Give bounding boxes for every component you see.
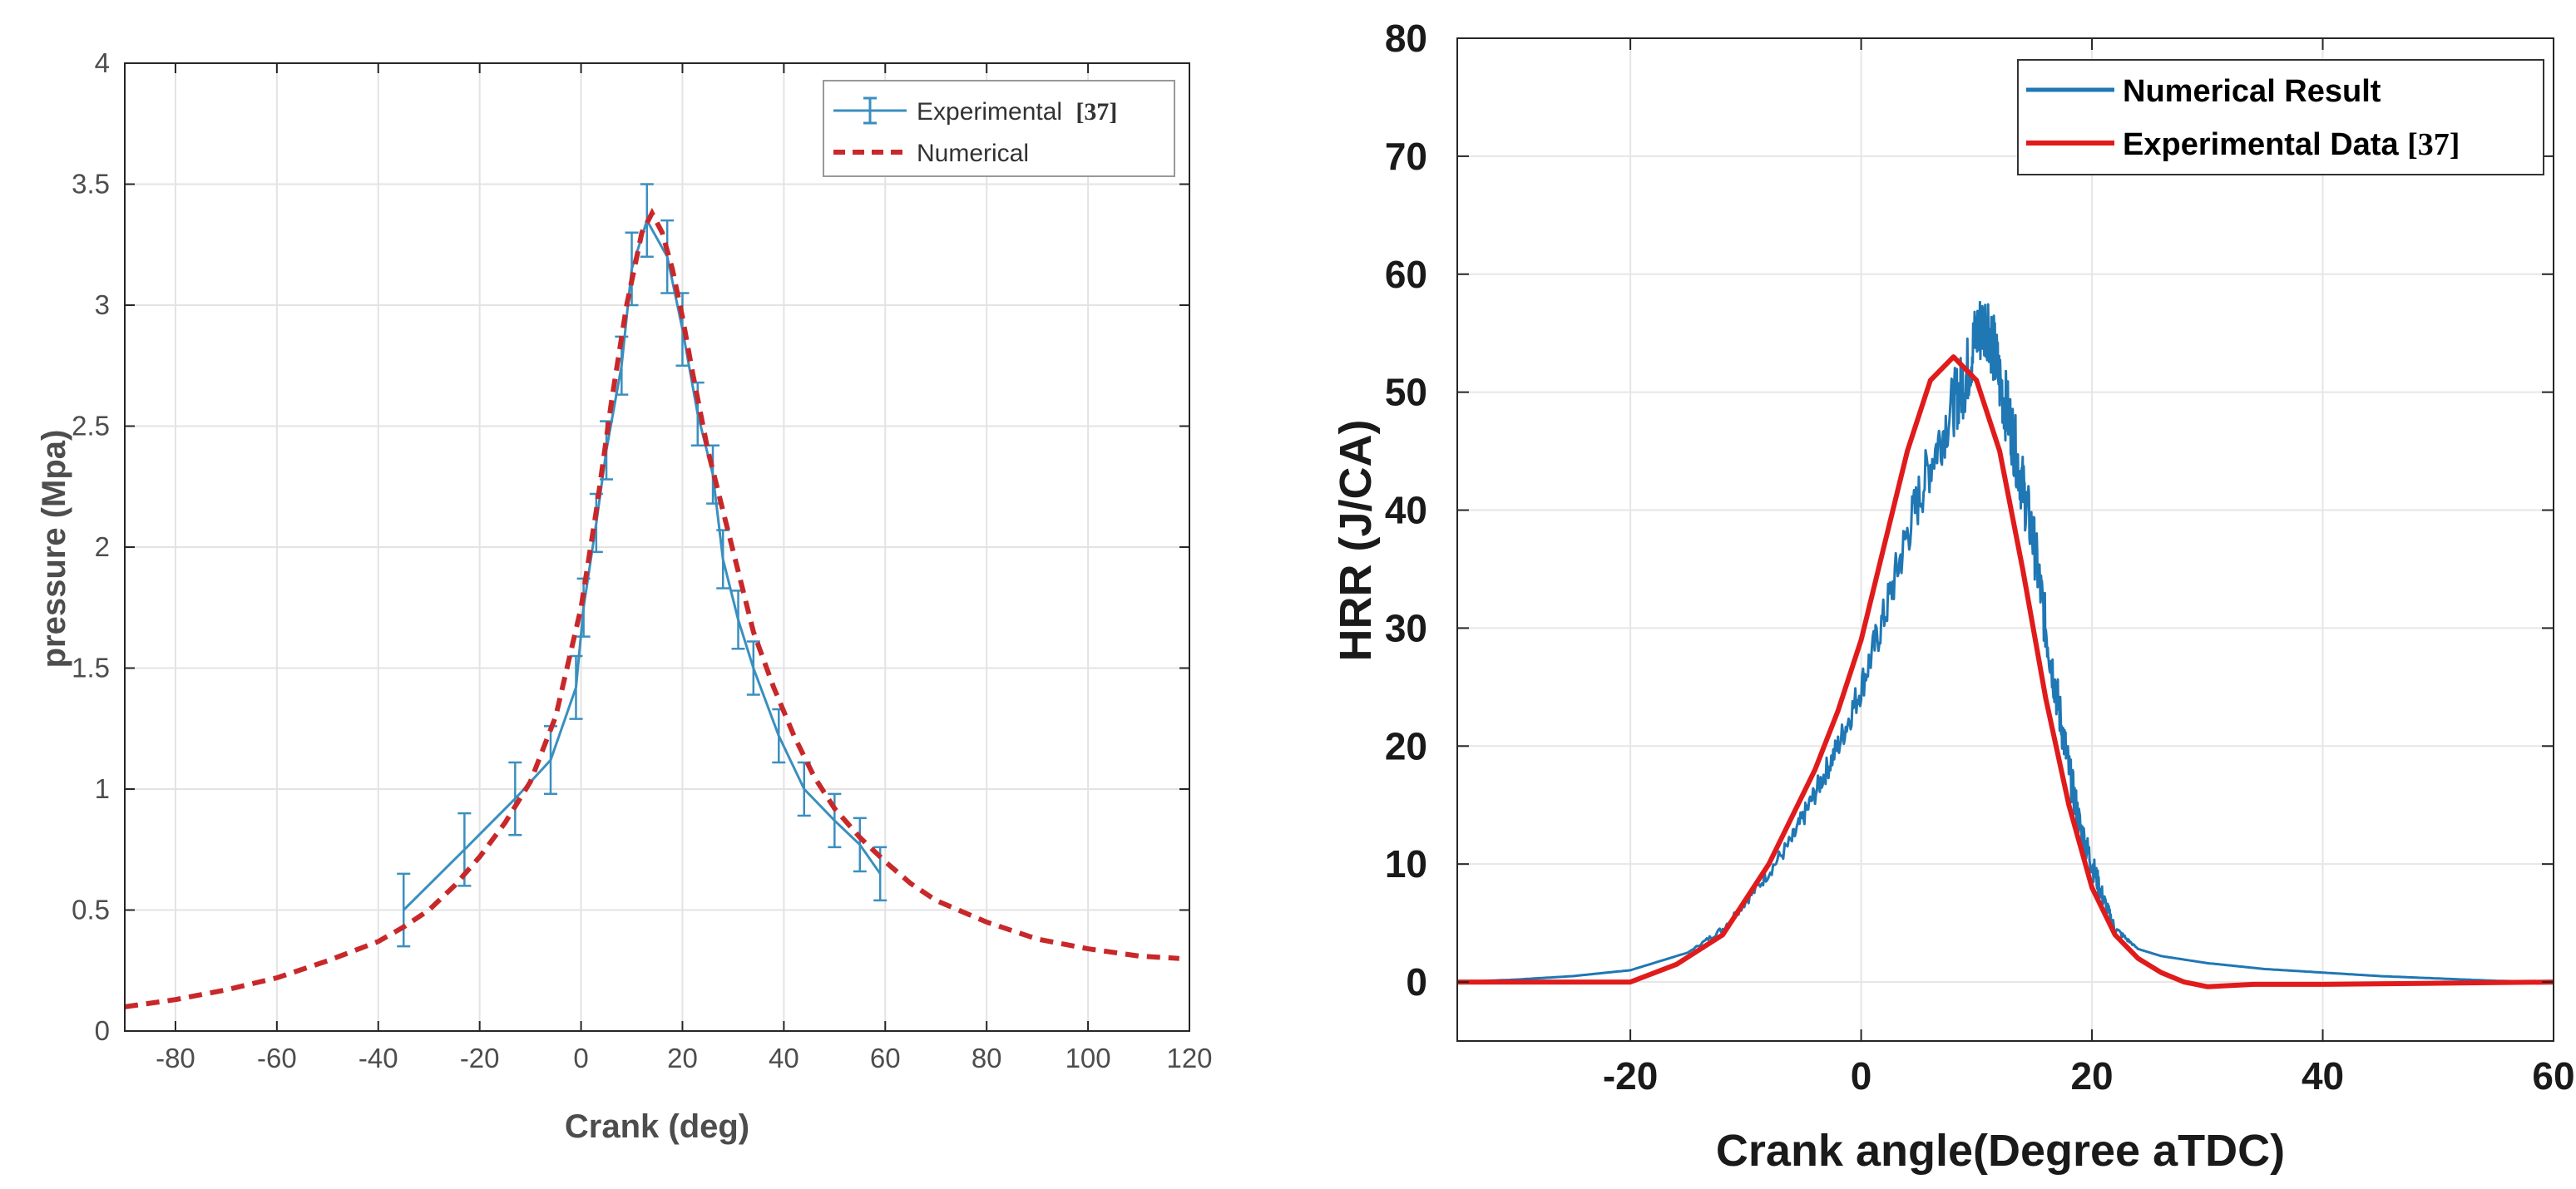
x-tick-label: 0 <box>1851 1054 1872 1098</box>
x-tick-label: -80 <box>156 1043 195 1073</box>
right-grid <box>1457 37 2554 1041</box>
x-tick-label: 20 <box>667 1043 698 1073</box>
y-tick-label: 40 <box>1385 489 1427 532</box>
right-legend: Numerical Result Experimental Data [37] <box>2017 59 2544 175</box>
right-x-axis-label: Crank angle(Degree aTDC) <box>1716 1126 2285 1176</box>
y-tick-label: 2.5 <box>72 411 110 442</box>
left-legend-box <box>823 80 1175 177</box>
y-tick-label: 2 <box>95 531 110 562</box>
series-numerical-result <box>1456 300 2554 984</box>
x-tick-label: 120 <box>1166 1043 1212 1073</box>
y-tick-label: 1.5 <box>72 653 110 683</box>
pressure-chart: -80 -60 -40 -20 0 20 40 60 80 100 120 0 0.5 1 1.5 2 2.5 3… <box>36 47 1213 1145</box>
right-legend-experimental-ref: [37] <box>2407 127 2460 162</box>
x-tick-label: -20 <box>1603 1054 1658 1098</box>
series-line <box>1456 300 2554 984</box>
x-tick-label: 40 <box>769 1043 799 1073</box>
y-tick-label: 3 <box>95 289 110 320</box>
x-tick-label: 20 <box>2070 1054 2113 1098</box>
right-plot-frame <box>1456 37 2554 1042</box>
y-tick-label: 70 <box>1385 135 1427 178</box>
y-tick-label: 10 <box>1385 842 1427 886</box>
right-ticks <box>1457 37 2554 1041</box>
y-tick-label: 0 <box>1406 960 1427 1004</box>
left-legend-experimental-label: Experimental [37] <box>917 98 1117 126</box>
left-ticks <box>125 62 1190 1032</box>
left-legend: Experimental [37] Numerical <box>823 80 1175 177</box>
left-series <box>124 183 1179 1009</box>
y-tick-label: 60 <box>1385 253 1427 296</box>
y-tick-label: 1 <box>95 773 110 804</box>
y-tick-label: 0.5 <box>72 895 110 925</box>
x-tick-label: -40 <box>358 1043 398 1073</box>
left-x-axis-label: Crank (deg) <box>565 1108 749 1145</box>
right-legend-box <box>2017 59 2544 175</box>
series-line <box>124 207 1179 1009</box>
y-tick-label: 0 <box>95 1015 110 1046</box>
y-tick-label: 20 <box>1385 724 1427 767</box>
x-tick-label: 60 <box>2532 1054 2574 1098</box>
hrr-chart: -20 0 20 40 60 0 10 20 30 40 50 60 70 80 Crank angle(… <box>1331 17 2575 1176</box>
right-legend-numerical-label: Numerical Result <box>2123 74 2381 109</box>
series-line <box>1457 354 2554 989</box>
x-tick-label: -20 <box>460 1043 500 1073</box>
y-tick-label: 30 <box>1385 606 1427 649</box>
y-tick-label: 3.5 <box>72 169 110 200</box>
right-legend-experimental-label: Experimental Data [37] <box>2123 127 2460 162</box>
left-tick-labels: -80 -60 -40 -20 0 20 40 60 80 100 120 0 0.5 1 1.5 2 2.5 3… <box>72 47 1212 1073</box>
y-tick-label: 4 <box>95 47 110 78</box>
left-legend-experimental-name: Experimental <box>917 98 1062 126</box>
x-tick-label: 80 <box>972 1043 1002 1073</box>
left-legend-numerical-label: Numerical <box>917 140 1029 167</box>
series-numerical <box>124 207 1179 1009</box>
right-tick-labels: -20 0 20 40 60 0 10 20 30 40 50 60 70 80 <box>1385 17 2575 1098</box>
x-tick-label: -60 <box>257 1043 297 1073</box>
right-legend-experimental-name: Experimental Data <box>2123 127 2399 162</box>
x-tick-label: 60 <box>870 1043 901 1073</box>
y-tick-label: 50 <box>1385 371 1427 414</box>
series-experimental <box>397 183 888 948</box>
x-tick-label: 100 <box>1066 1043 1111 1073</box>
right-plot-background <box>1457 38 2554 1041</box>
x-tick-label: 40 <box>2302 1054 2344 1098</box>
x-tick-label: 0 <box>573 1043 588 1073</box>
y-tick-label: 80 <box>1385 17 1427 60</box>
left-y-axis-label: pressure (Mpa) <box>36 430 72 669</box>
left-legend-experimental-ref: [37] <box>1075 98 1117 126</box>
right-y-axis-label: HRR (J/CA) <box>1331 420 1381 662</box>
series-experimental-data <box>1457 354 2554 989</box>
right-series <box>1456 300 2554 989</box>
